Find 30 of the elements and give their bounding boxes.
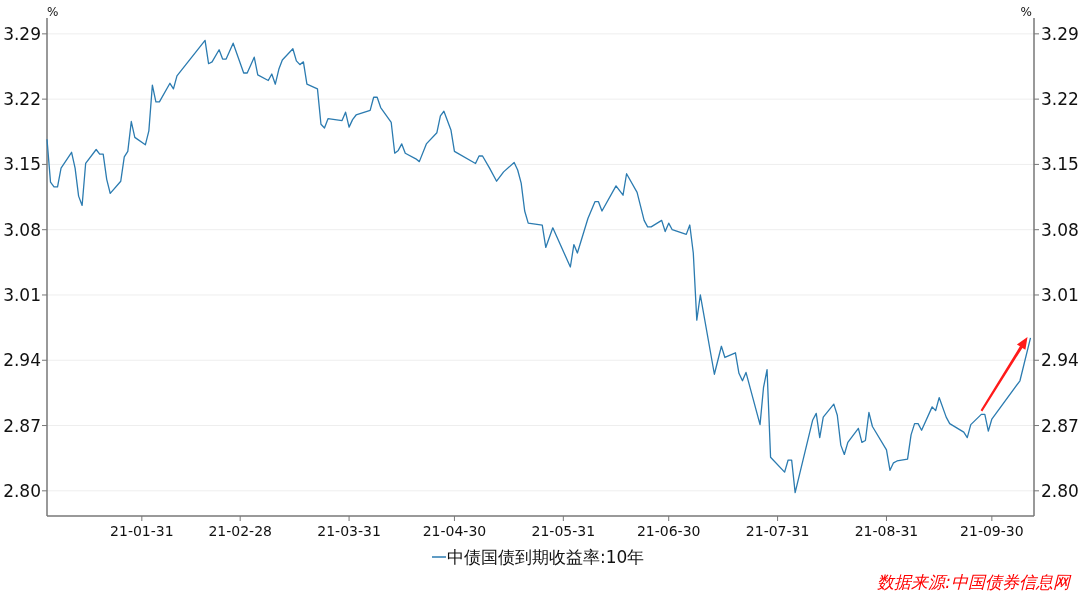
y-axis-title: % [47,5,59,19]
y2-tick-label: 2.80 [1041,480,1079,501]
x-tick-label: 21-05-31 [531,523,596,539]
x-tick-label: 21-03-31 [317,523,381,539]
y2-axis-title: % [1020,5,1032,19]
y2-tick-label: 2.87 [1041,415,1079,436]
y2-tick-label: 3.01 [1041,284,1079,305]
y-tick-label: 3.08 [3,219,41,240]
y-tick-label: 3.01 [3,284,41,305]
y-tick-label: 3.15 [3,154,41,175]
y2-tick-label: 3.22 [1041,89,1079,110]
x-tick-label: 21-07-31 [745,523,810,539]
legend: 中债国债到期收益率:10年 [431,547,645,567]
y2-tick-label: 3.08 [1041,219,1079,240]
y-tick-label: 2.94 [3,350,41,371]
x-tick-label: 21-02-28 [208,523,272,539]
y2-tick-label: 2.94 [1041,350,1079,371]
y-tick-label: 2.87 [3,415,41,436]
y-tick-label: 2.80 [3,480,41,501]
y2-tick-label: 3.15 [1041,154,1079,175]
x-tick-label: 21-06-30 [636,523,701,539]
y2-tick-label: 3.29 [1041,23,1079,44]
source-note: 数据来源:中国债券信息网 [877,572,1072,592]
x-tick-label: 21-04-30 [422,523,487,539]
y-tick-label: 3.29 [3,23,41,44]
plot: 2.80 2.87 2.94 3.01 3.08 3.15 3.22 3.29 2.80 2.87 2.94 3.01 3.08 3.15 3.22 3.29 21-01-31 21-02-28 21-03-31 21-04-30 21-05-31 21-06-30 21-07-31 21-08-31 21-09-30 [3,17,1079,539]
x-tick-label: 21-09-30 [960,523,1024,539]
y-tick-label: 3.22 [3,89,41,110]
x-tick-label: 21-01-31 [110,523,174,539]
x-tick-label: 21-08-31 [854,523,919,539]
